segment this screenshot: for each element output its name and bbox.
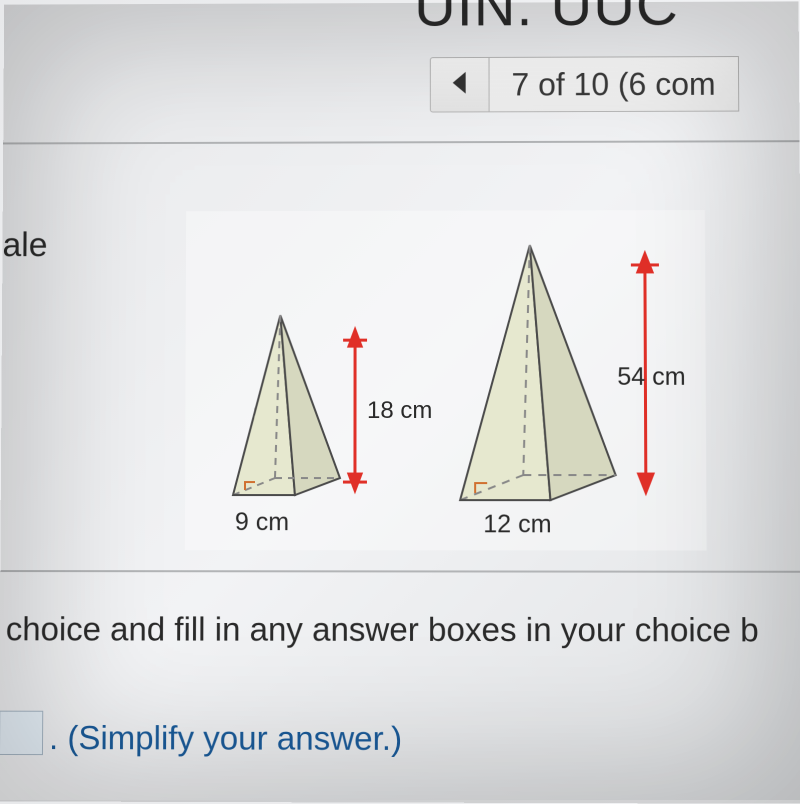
prev-button[interactable]: [430, 57, 490, 113]
triangle-left-icon: [451, 69, 469, 100]
small-base-label: 9 cm: [235, 508, 289, 536]
question-label-fragment: ale: [2, 226, 47, 265]
large-base-label: 12 cm: [483, 510, 551, 538]
simplify-hint: . (Simplify your answer.): [49, 719, 402, 758]
choice-instruction: choice and fill in any answer boxes in y…: [6, 610, 759, 649]
pagination-status: 7 of 10 (6 com: [490, 56, 739, 112]
answer-input[interactable]: [0, 711, 43, 755]
small-height-label: 18 cm: [367, 397, 432, 424]
large-height-label: 54 cm: [617, 363, 685, 391]
pyramids-figure: 18 cm 9 cm 54 cm 12 cm: [185, 210, 707, 550]
divider: [0, 570, 800, 573]
page-title: UIN. UUC: [414, 0, 679, 39]
divider: [3, 140, 799, 144]
pagination-bar: 7 of 10 (6 com: [430, 56, 739, 112]
